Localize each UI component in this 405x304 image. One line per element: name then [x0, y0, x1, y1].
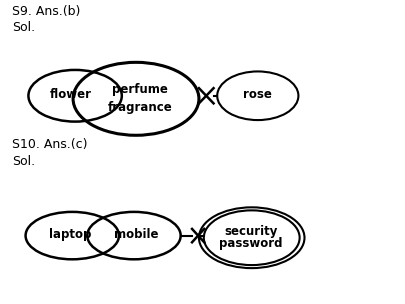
Text: Sol.: Sol. — [12, 155, 35, 168]
Text: S10. Ans.(c): S10. Ans.(c) — [12, 138, 87, 151]
Text: S9. Ans.(b): S9. Ans.(b) — [12, 5, 80, 18]
Text: Sol.: Sol. — [12, 21, 35, 34]
Text: rose: rose — [243, 88, 272, 101]
Text: fragrance: fragrance — [107, 102, 172, 114]
Text: password: password — [219, 237, 282, 250]
Text: flower: flower — [50, 88, 92, 101]
Text: perfume: perfume — [112, 83, 168, 96]
Text: security: security — [224, 225, 277, 238]
Text: laptop: laptop — [49, 228, 91, 241]
Text: mobile: mobile — [113, 228, 158, 241]
